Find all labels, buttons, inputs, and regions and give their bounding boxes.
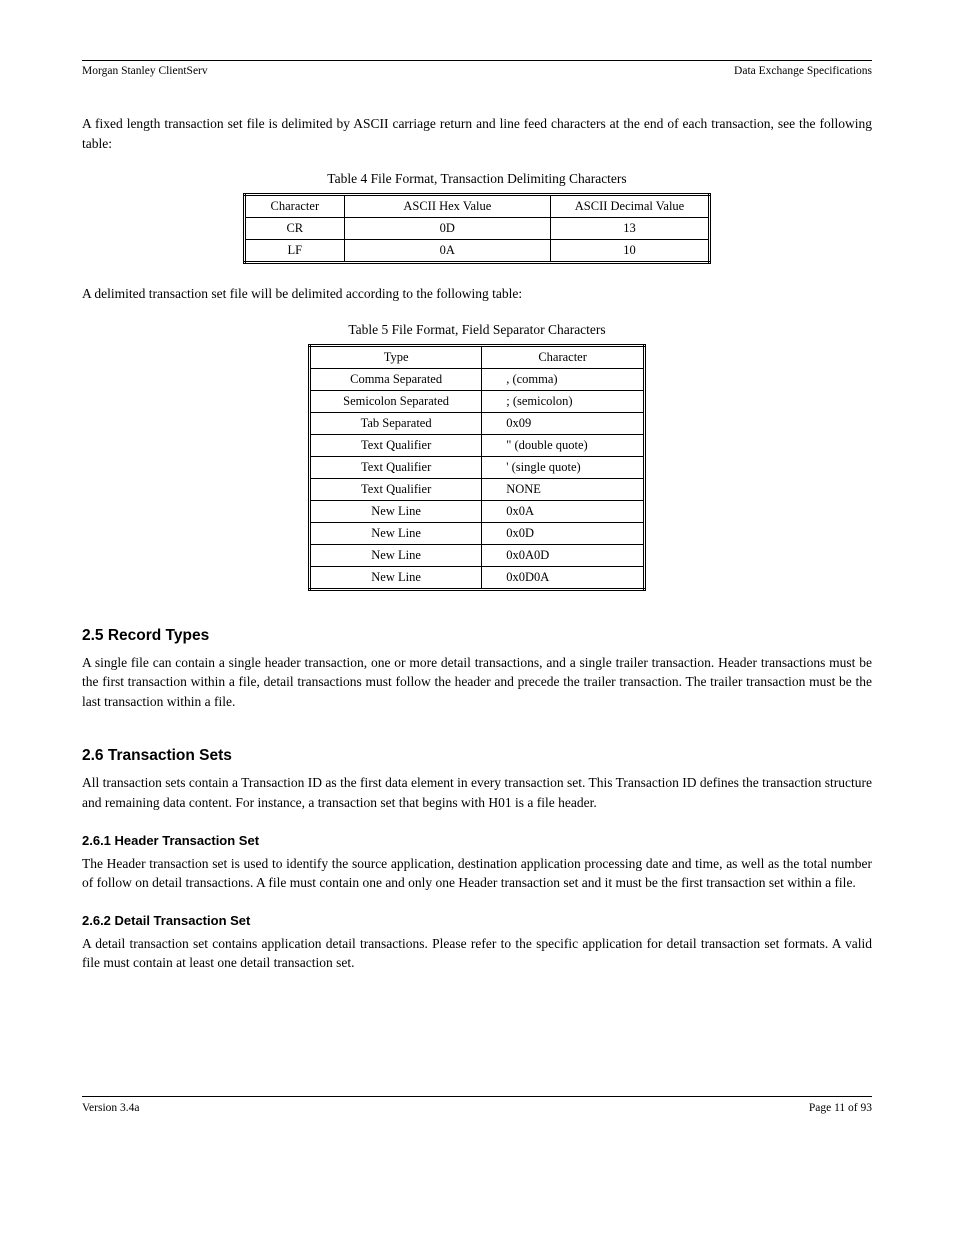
- table-cell: ' (single quote): [482, 456, 645, 478]
- table-cell: 10: [551, 240, 710, 263]
- table-row: New Line0x0A: [310, 500, 645, 522]
- table-cell: 0x0D: [482, 522, 645, 544]
- section-paragraph: A single file can contain a single heade…: [82, 653, 872, 712]
- table-cell: Text Qualifier: [310, 456, 482, 478]
- table-row: Text Qualifier" (double quote): [310, 434, 645, 456]
- table-row: New Line0x0D0A: [310, 566, 645, 589]
- mid-paragraph: A delimited transaction set file will be…: [82, 284, 872, 304]
- table-cell: ; (semicolon): [482, 390, 645, 412]
- footer-rule: [82, 1096, 872, 1097]
- table-cell: Comma Separated: [310, 368, 482, 390]
- table-cell: " (double quote): [482, 434, 645, 456]
- table-header: Character: [245, 195, 345, 218]
- table-cell: New Line: [310, 566, 482, 589]
- table-row: Comma Separated, (comma): [310, 368, 645, 390]
- table-cell: 0x0D0A: [482, 566, 645, 589]
- table2-caption: Table 5 File Format, Field Separator Cha…: [82, 322, 872, 338]
- table-header: Type: [310, 345, 482, 368]
- subsection-title: 2.6.1 Header Transaction Set: [82, 833, 872, 848]
- table-cell: Text Qualifier: [310, 434, 482, 456]
- table-cell: 13: [551, 218, 710, 240]
- subsection-paragraph: The Header transaction set is used to id…: [82, 854, 872, 893]
- subsection-title: 2.6.2 Detail Transaction Set: [82, 913, 872, 928]
- header-rule: Morgan Stanley ClientServ Data Exchange …: [82, 60, 872, 84]
- footer-version: Version 3.4a: [82, 1102, 140, 1114]
- table-cell: Tab Separated: [310, 412, 482, 434]
- table-cell: New Line: [310, 522, 482, 544]
- section-title: 2.5 Record Types: [82, 627, 872, 645]
- table-row: Text Qualifier' (single quote): [310, 456, 645, 478]
- table-row: New Line0x0A0D: [310, 544, 645, 566]
- table-row: Text QualifierNONE: [310, 478, 645, 500]
- table1-caption: Table 4 File Format, Transaction Delimit…: [82, 171, 872, 187]
- table-cell: New Line: [310, 500, 482, 522]
- table-row: CR 0D 13: [245, 218, 710, 240]
- table-cell: LF: [245, 240, 345, 263]
- subsection-paragraph: A detail transaction set contains applic…: [82, 934, 872, 973]
- table-cell: NONE: [482, 478, 645, 500]
- table-cell: 0D: [344, 218, 550, 240]
- footer-page: Page 11 of 93: [809, 1102, 872, 1114]
- table-cell: 0x09: [482, 412, 645, 434]
- table-row: LF 0A 10: [245, 240, 710, 263]
- table-cell: , (comma): [482, 368, 645, 390]
- section-paragraph: All transaction sets contain a Transacti…: [82, 773, 872, 812]
- table-cell: 0x0A0D: [482, 544, 645, 566]
- table-row: Character ASCII Hex Value ASCII Decimal …: [245, 195, 710, 218]
- table-cell: 0A: [344, 240, 550, 263]
- section-title: 2.6 Transaction Sets: [82, 747, 872, 765]
- table-header: ASCII Hex Value: [344, 195, 550, 218]
- table-delimiters: Character ASCII Hex Value ASCII Decimal …: [243, 193, 711, 264]
- table-cell: New Line: [310, 544, 482, 566]
- table-header: Character: [482, 345, 645, 368]
- table-separators: Type Character Comma Separated, (comma) …: [308, 344, 646, 591]
- table-cell: Semicolon Separated: [310, 390, 482, 412]
- table-row: Tab Separated0x09: [310, 412, 645, 434]
- table-cell: 0x0A: [482, 500, 645, 522]
- header-left: Morgan Stanley ClientServ: [82, 65, 208, 77]
- table-row: Type Character: [310, 345, 645, 368]
- table-row: New Line0x0D: [310, 522, 645, 544]
- table-cell: Text Qualifier: [310, 478, 482, 500]
- table-row: Semicolon Separated; (semicolon): [310, 390, 645, 412]
- footer: Version 3.4a Page 11 of 93: [82, 1096, 872, 1097]
- intro-paragraph: A fixed length transaction set file is d…: [82, 114, 872, 153]
- header-right: Data Exchange Specifications: [734, 65, 872, 77]
- table-cell: CR: [245, 218, 345, 240]
- table-header: ASCII Decimal Value: [551, 195, 710, 218]
